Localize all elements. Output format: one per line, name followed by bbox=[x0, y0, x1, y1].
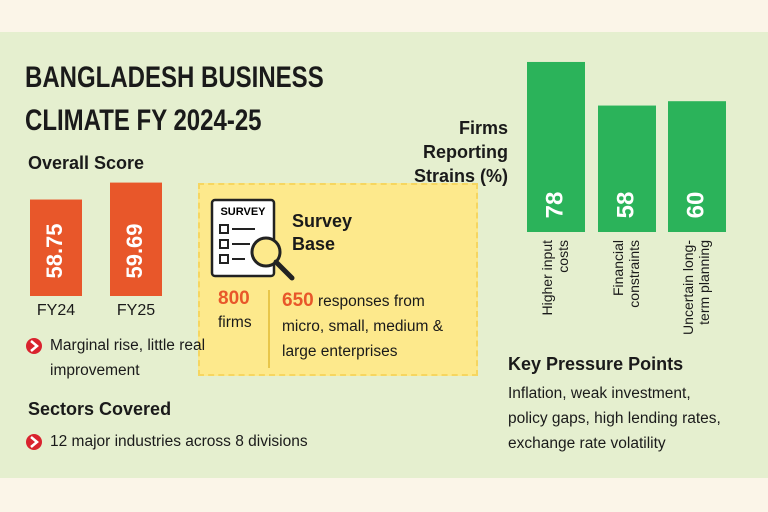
divider bbox=[268, 290, 270, 368]
category-label: FY25 bbox=[116, 302, 156, 319]
category-label: FY24 bbox=[36, 302, 76, 319]
sectors-title: Sectors Covered bbox=[28, 399, 172, 419]
category-label: Higher input costs bbox=[539, 240, 571, 316]
survey-title: Survey Base bbox=[292, 211, 353, 254]
pressure-title: Key Pressure Points bbox=[508, 354, 684, 374]
firms-label: firms bbox=[218, 314, 252, 331]
sectors-text: 12 major industries across 8 divisions bbox=[50, 433, 308, 450]
responses-block: 650 responses from micro, small, medium … bbox=[282, 288, 462, 364]
strains-title: Firms Reporting Strains (%) bbox=[413, 118, 508, 186]
responses-count: 650 bbox=[282, 290, 314, 311]
firms-block: 800 firms bbox=[218, 288, 263, 335]
firms-count: 800 bbox=[218, 288, 250, 309]
title: BANGLADESH BUSINESS CLIMATE FY 2024-25 bbox=[25, 61, 324, 137]
responses-label: responses from micro, small, medium & la… bbox=[282, 293, 444, 360]
category-label: Uncertain long-term planning bbox=[680, 240, 712, 335]
category-label: Financial constraints bbox=[610, 240, 642, 308]
score-title: Overall Score bbox=[28, 153, 145, 173]
score-note: Marginal rise, little real improvement bbox=[50, 337, 206, 379]
pressure-text: Inflation, weak investment, policy gaps,… bbox=[508, 385, 721, 452]
